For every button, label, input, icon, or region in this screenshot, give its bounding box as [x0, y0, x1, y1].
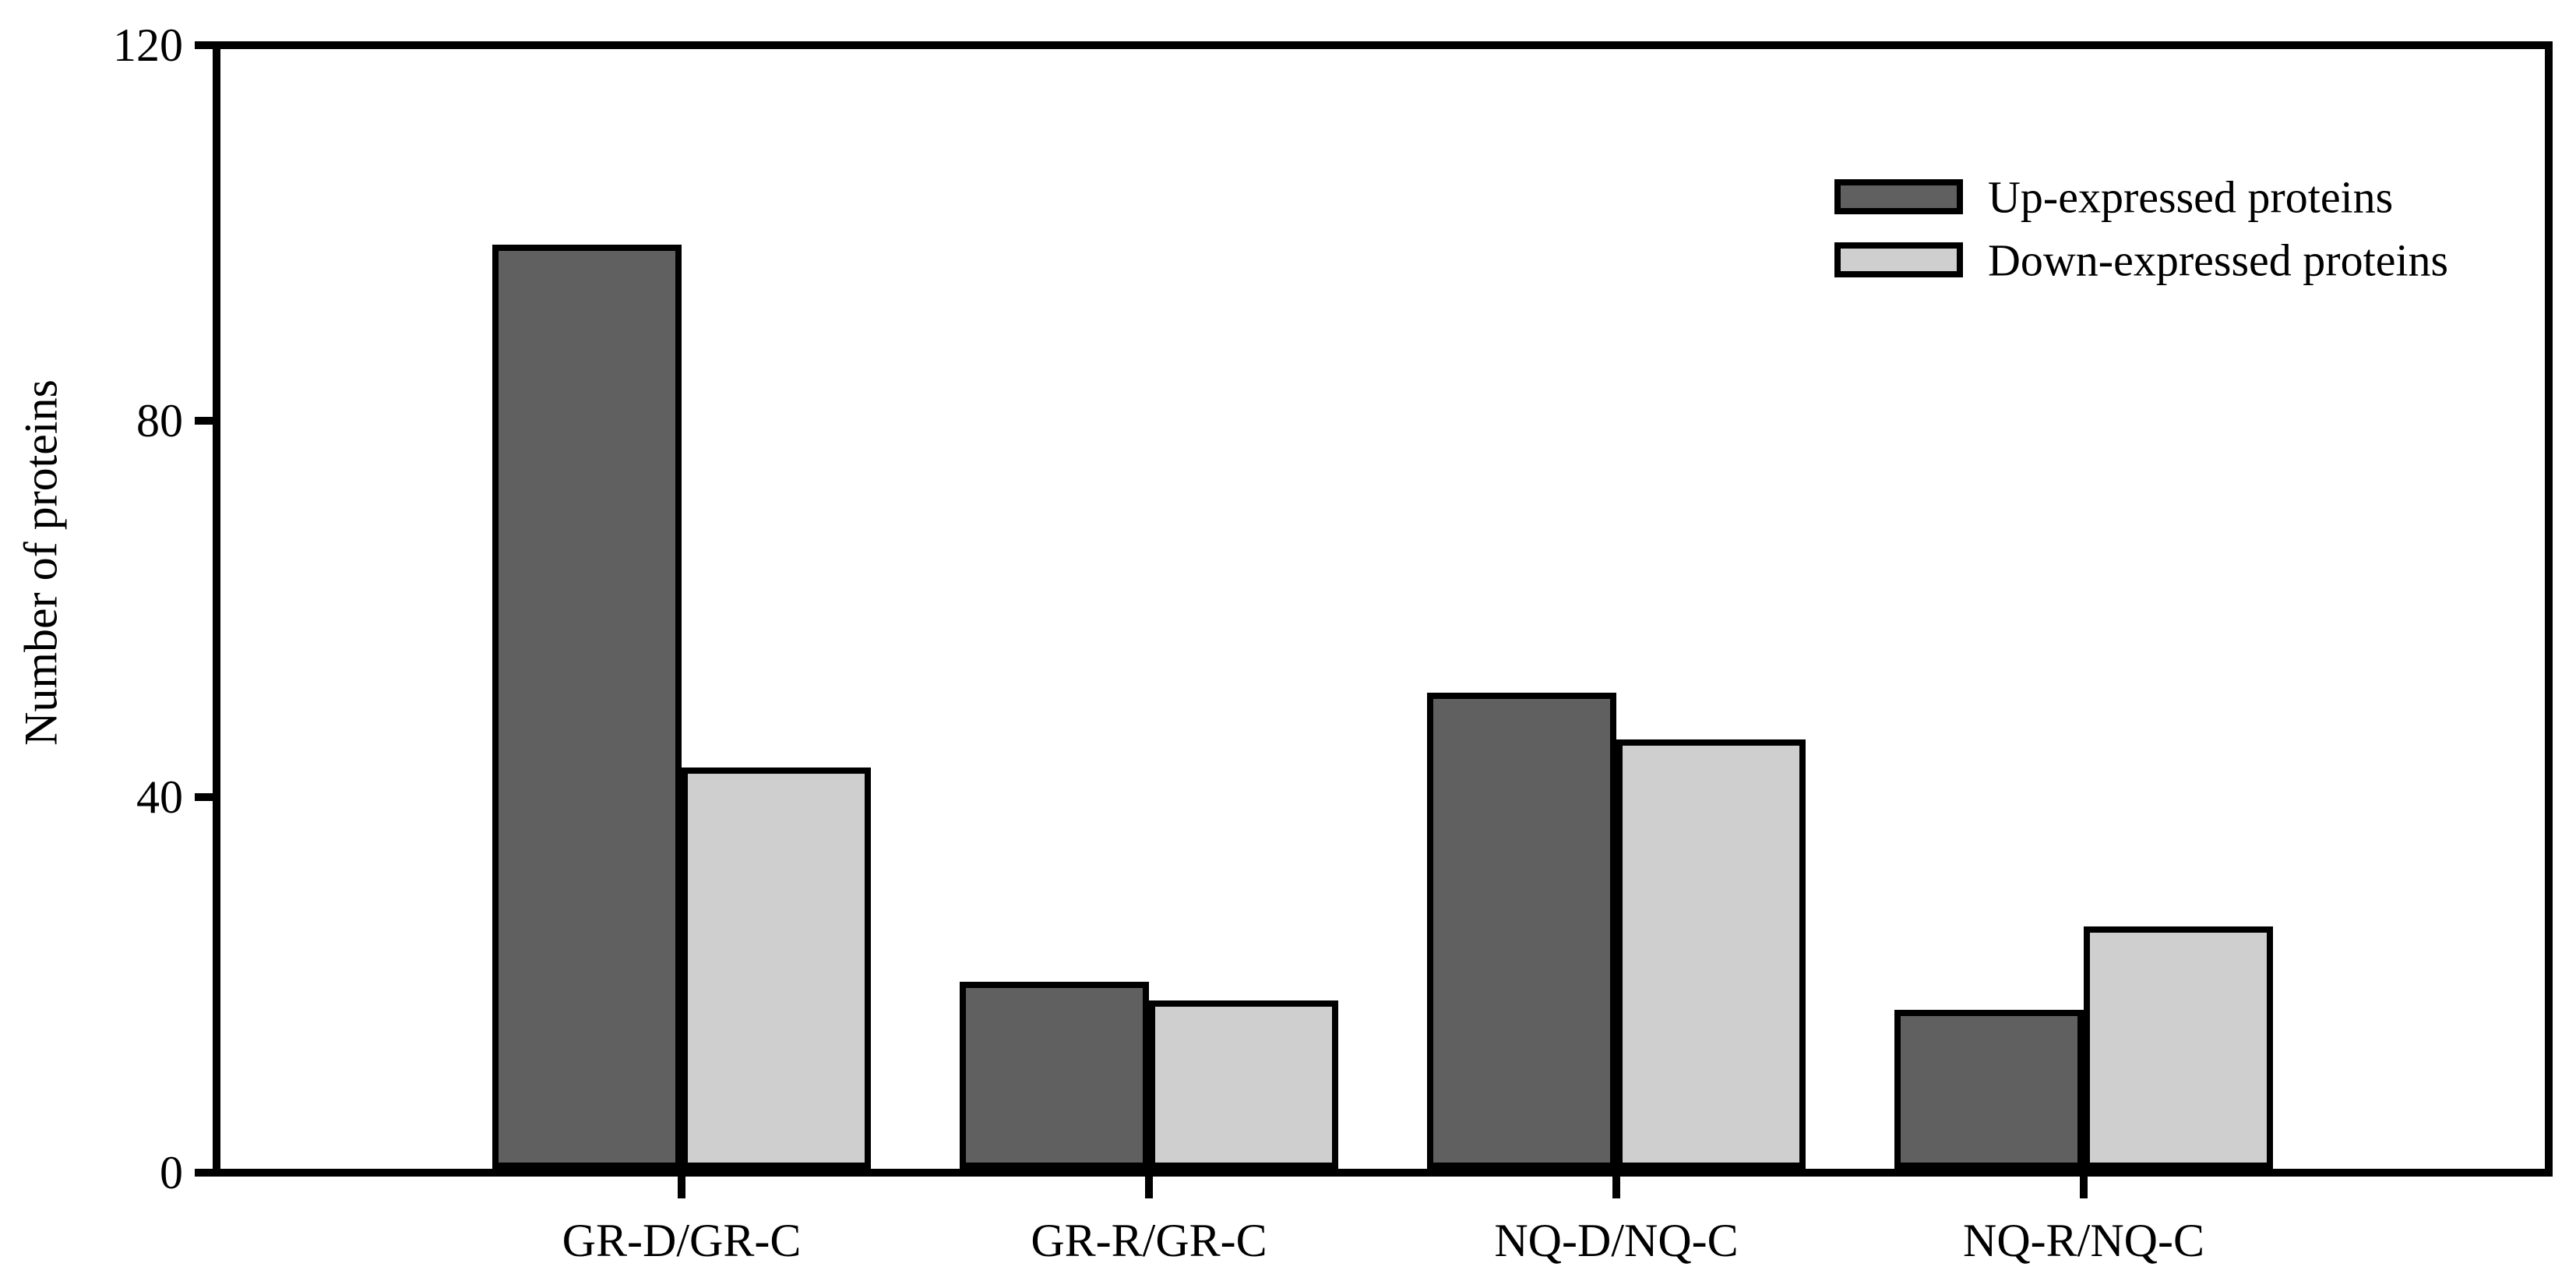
- bar-down-2: [1149, 1000, 1338, 1169]
- x-tick: [1145, 1175, 1153, 1198]
- legend-swatch-up-expressed: [1834, 179, 1963, 214]
- x-tick: [2080, 1175, 2088, 1198]
- x-tick: [1612, 1175, 1620, 1198]
- bar-up-4: [1894, 1010, 2084, 1169]
- bar-down-4: [2084, 926, 2273, 1169]
- y-tick-label: 40: [136, 771, 183, 823]
- bar-up-3: [1427, 693, 1616, 1169]
- y-tick: [195, 417, 217, 425]
- bar-down-1: [682, 768, 871, 1169]
- bar-down-3: [1616, 739, 1806, 1169]
- legend-label-up-expressed: Up-expressed proteins: [1988, 171, 2394, 223]
- x-axis-label: NQ-R/NQ-C: [1963, 1215, 2204, 1266]
- y-tick-label: 120: [113, 19, 183, 71]
- x-tick: [678, 1175, 685, 1198]
- bar-up-1: [492, 245, 682, 1169]
- y-tick: [195, 1169, 217, 1177]
- legend-swatch-down-expressed: [1834, 242, 1963, 277]
- bar-up-2: [960, 982, 1149, 1169]
- x-axis-label: NQ-D/NQ-C: [1494, 1215, 1739, 1266]
- y-tick: [195, 792, 217, 801]
- bars-layer: [220, 49, 2545, 1169]
- legend-label-down-expressed: Down-expressed proteins: [1988, 235, 2449, 286]
- y-tick-label: 0: [160, 1147, 183, 1198]
- y-tick: [195, 41, 217, 49]
- x-axis-label: GR-D/GR-C: [562, 1215, 802, 1266]
- x-axis-label: GR-R/GR-C: [1031, 1215, 1267, 1266]
- y-tick-label: 80: [136, 395, 183, 447]
